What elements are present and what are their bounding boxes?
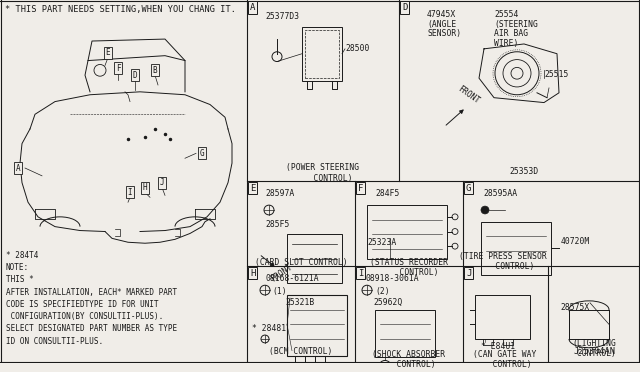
Text: G: G [466,184,472,193]
Text: J: J [466,269,472,278]
Text: G: G [200,149,204,158]
Text: 40720M: 40720M [561,237,590,246]
Bar [481,222,551,275]
Text: D: D [402,3,408,12]
Circle shape [481,206,489,214]
Text: (2): (2) [375,287,390,296]
Text: 25377D3: 25377D3 [265,12,299,21]
Text: (STATUS RECORDER
    CONTROL): (STATUS RECORDER CONTROL) [370,258,448,277]
Text: E: E [250,184,255,193]
Text: (POWER STEERING
    CONTROL): (POWER STEERING CONTROL) [287,163,360,183]
Text: I: I [358,269,364,278]
Text: CONFIGURATION(BY CONSULTII-PLUS).: CONFIGURATION(BY CONSULTII-PLUS). [6,312,163,321]
Text: (STEERING: (STEERING [494,20,538,29]
Text: I: I [128,188,132,197]
Text: * E84U1: * E84U1 [481,342,515,351]
Bar [475,295,530,339]
Text: B: B [153,66,157,75]
Text: D: D [132,71,138,80]
Text: (CAN GATE WAY
   CONTROL): (CAN GATE WAY CONTROL) [474,350,537,369]
Text: H: H [250,269,255,278]
Bar [287,295,347,356]
Text: WIRE): WIRE) [494,39,518,48]
Text: J25304AN: J25304AN [573,347,615,356]
Bar [287,234,342,283]
Text: 25554: 25554 [494,10,518,19]
Text: 28575X: 28575X [560,303,589,312]
Text: 47945X: 47945X [427,10,456,19]
Text: FRONT: FRONT [269,262,294,283]
Text: * 284T4: * 284T4 [6,251,38,260]
Text: 25515: 25515 [544,70,568,79]
Text: FRONT: FRONT [456,84,481,106]
Text: J: J [160,178,164,187]
Text: 25323A: 25323A [367,238,396,247]
Bar [302,28,342,81]
Bar [375,310,435,356]
Text: (CARD SLOT CONTROL): (CARD SLOT CONTROL) [255,258,348,267]
Text: (ANGLE: (ANGLE [427,20,456,29]
Text: SELECT DESIGNATED PART NUMBER AS TYPE: SELECT DESIGNATED PART NUMBER AS TYPE [6,324,177,333]
Text: 25321B: 25321B [285,298,314,307]
Text: 284F5: 284F5 [375,189,399,198]
Bar [305,30,339,78]
Text: (TIRE PRESS SENSOR
     CONTROL): (TIRE PRESS SENSOR CONTROL) [459,252,547,272]
Text: 28597A: 28597A [265,189,294,198]
Text: CODE IS SPECIFIEDTYPE ID FOR UNIT: CODE IS SPECIFIEDTYPE ID FOR UNIT [6,300,159,309]
Text: * 28481: * 28481 [252,324,286,333]
Text: AIR BAG: AIR BAG [494,29,528,38]
Text: A: A [16,164,20,173]
Text: ID ON CONSULTII-PLUS.: ID ON CONSULTII-PLUS. [6,337,103,346]
Text: 08918-3061A: 08918-3061A [365,273,419,282]
Bar [569,310,609,339]
Bar [367,205,447,259]
Text: 25353D: 25353D [509,167,538,176]
Text: (LIGHTING
 CONTROL): (LIGHTING CONTROL) [572,339,616,358]
Text: 28500: 28500 [345,44,369,53]
Text: 28595AA: 28595AA [483,189,517,198]
Text: F: F [358,184,364,193]
Text: 25962Q: 25962Q [373,298,403,307]
Text: A: A [250,3,255,12]
Text: AFTER INSTALLATION, EACH* MARKED PART: AFTER INSTALLATION, EACH* MARKED PART [6,288,177,297]
Text: THIS *: THIS * [6,275,34,285]
Text: F: F [116,64,120,73]
Text: (BCM CONTROL): (BCM CONTROL) [269,347,333,356]
Text: NOTE:: NOTE: [6,263,29,272]
Text: (1): (1) [272,287,287,296]
Text: (SHOCK ABSORBER
   CONTROL): (SHOCK ABSORBER CONTROL) [372,350,445,369]
Text: H: H [143,183,147,192]
Text: E: E [106,48,110,57]
Text: 285F5: 285F5 [265,220,289,229]
Text: SENSOR): SENSOR) [427,29,461,38]
Text: * THIS PART NEEDS SETTING,WHEN YOU CHANG IT.: * THIS PART NEEDS SETTING,WHEN YOU CHANG… [5,5,236,14]
Text: 08168-6121A: 08168-6121A [265,273,319,282]
